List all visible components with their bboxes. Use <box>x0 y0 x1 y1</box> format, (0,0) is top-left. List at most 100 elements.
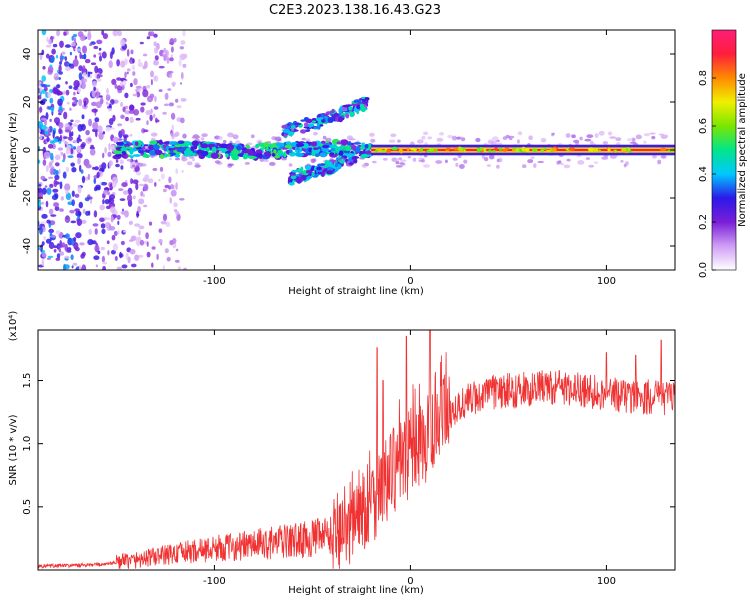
trace-blob <box>132 154 141 157</box>
trace-halo <box>496 164 500 169</box>
trace-blob <box>164 153 168 158</box>
trace-halo <box>418 159 424 162</box>
noise-speckle <box>180 98 187 102</box>
noise-speckle <box>115 159 119 163</box>
spectrogram-x-tick-label: 0 <box>407 276 413 287</box>
noise-speckle <box>94 228 98 235</box>
noise-speckle <box>76 153 83 159</box>
noise-speckle <box>63 31 67 36</box>
noise-speckle <box>74 193 80 198</box>
noise-speckle <box>42 66 46 70</box>
noise-speckle <box>53 249 57 253</box>
noise-speckle <box>90 62 97 65</box>
trace-halo <box>391 157 397 162</box>
noise-speckle <box>139 239 145 246</box>
trace-blob <box>168 145 175 149</box>
noise-speckle <box>40 221 47 224</box>
noise-speckle <box>149 31 155 37</box>
noise-speckle <box>134 223 141 227</box>
trace-blob <box>137 147 143 150</box>
noise-speckle <box>102 131 106 135</box>
upper-branch-blob <box>304 122 309 128</box>
noise-speckle <box>40 125 47 130</box>
noise-speckle <box>108 160 111 169</box>
trace-blob <box>336 141 343 145</box>
noise-speckle <box>125 116 129 122</box>
spectrogram-x-tick-label: 100 <box>597 276 616 287</box>
trace-halo <box>227 163 234 167</box>
trace-halo <box>607 131 613 136</box>
noise-speckle <box>120 102 124 107</box>
noise-speckle <box>121 182 128 188</box>
trace-halo <box>598 130 605 136</box>
noise-speckle <box>110 249 116 255</box>
noise-speckle <box>85 129 90 136</box>
spectrogram-axes: -100 0 100 -40 -20 0 20 40 <box>22 30 675 287</box>
trace-halo <box>451 135 457 141</box>
noise-speckle <box>73 91 76 96</box>
noise-speckle <box>139 41 144 45</box>
trace-halo <box>483 157 489 162</box>
trace-halo <box>400 159 407 162</box>
noise-speckle <box>77 31 84 38</box>
noise-speckle <box>39 106 43 113</box>
noise-speckle <box>143 129 149 133</box>
noise-speckle <box>153 33 158 38</box>
noise-speckle <box>170 112 176 120</box>
trace-halo <box>593 161 599 164</box>
band-blob <box>531 148 538 153</box>
noise-speckle <box>146 120 149 126</box>
colorbar-tick-label: 0.4 <box>698 166 709 182</box>
trace-halo <box>652 155 657 159</box>
figure-title: C2E3.2023.138.16.43.G23 <box>269 3 441 18</box>
trace-blob <box>144 149 149 152</box>
noise-speckle <box>48 208 54 215</box>
trace-blob <box>264 152 272 158</box>
snr-axes: -100 0 100 0.5 1.0 1.5 <box>22 330 675 587</box>
noise-speckle <box>73 242 79 250</box>
lower-branch-blob <box>288 180 293 183</box>
trace-blob <box>219 143 229 149</box>
noise-speckle <box>154 182 157 187</box>
spectrogram-y-axis-label: Frequency (Hz) <box>8 112 19 188</box>
noise-speckle <box>102 266 106 270</box>
noise-speckle <box>43 151 51 159</box>
noise-speckle <box>176 105 182 109</box>
trace-halo <box>132 164 135 168</box>
noise-speckle <box>65 66 71 71</box>
band-blob <box>543 147 547 150</box>
noise-speckle <box>136 213 140 217</box>
noise-speckle <box>162 188 167 193</box>
trace-blob <box>320 140 326 144</box>
noise-speckle <box>54 193 59 199</box>
noise-speckle <box>40 175 46 181</box>
band-blob <box>551 147 557 152</box>
noise-speckle <box>38 183 42 187</box>
noise-speckle <box>74 119 81 123</box>
noise-speckle <box>41 75 46 82</box>
noise-speckle <box>109 196 112 203</box>
trace-halo <box>421 135 426 140</box>
noise-speckle <box>45 84 51 88</box>
trace-halo <box>522 164 527 169</box>
trace-blob <box>338 150 344 157</box>
trace-halo <box>194 162 200 165</box>
noise-speckle <box>70 162 75 167</box>
upper-branch-blob <box>338 116 344 123</box>
noise-speckle <box>120 240 125 246</box>
snr-y-multiplier: (x10⁴) <box>8 311 19 342</box>
noise-speckle <box>137 254 144 258</box>
trace-halo <box>281 157 287 161</box>
trace-halo <box>274 136 282 142</box>
noise-speckle <box>41 241 45 246</box>
noise-speckle <box>166 256 171 262</box>
trace-blob <box>268 148 272 152</box>
trace-halo <box>651 135 656 140</box>
noise-speckle <box>69 51 72 56</box>
noise-speckle <box>164 248 169 254</box>
noise-speckle <box>62 153 66 161</box>
noise-speckle <box>182 30 186 37</box>
noise-speckle <box>41 187 47 195</box>
trace-halo <box>346 135 353 141</box>
noise-speckle <box>65 192 71 201</box>
